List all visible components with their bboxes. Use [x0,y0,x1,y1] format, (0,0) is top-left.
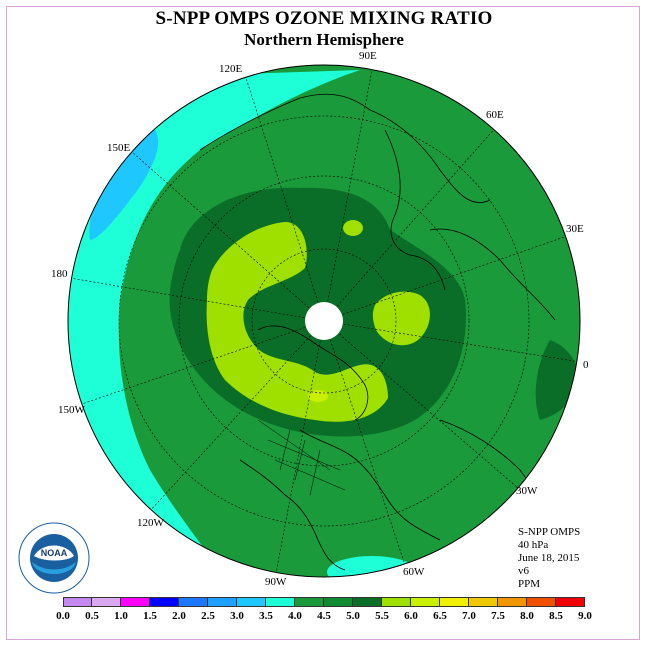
color-bar-swatch [440,597,469,607]
graticule [69,69,580,574]
ozone-5-5.5-patch-east [372,291,430,346]
color-bar-swatch [353,597,382,607]
lon-label-120e: 120E [219,63,243,75]
color-bar-label: 8.0 [520,610,534,622]
color-bar-label: 4.0 [288,610,302,622]
color-bar-swatch [92,597,121,607]
color-bar-label: 2.5 [201,610,215,622]
color-bar-swatch [150,597,179,607]
lon-label-60e: 60E [486,109,504,121]
color-bar-label: 0.0 [56,610,70,622]
color-bar-label: 9.0 [578,610,592,622]
color-bar-swatch [121,597,150,607]
color-bar-label: 3.0 [230,610,244,622]
state-boundaries [257,419,346,496]
color-bar-label: 6.5 [433,610,447,622]
noaa-logo-text: NOAA [41,548,68,558]
color-bar-label: 5.5 [375,610,389,622]
lon-label-150e: 150E [107,142,131,154]
lon-label-0: 0 [583,359,589,371]
ozone-5-5.5-arc [206,222,388,422]
color-bar-swatch [63,597,92,607]
color-bar-swatch [208,597,237,607]
color-bar-label: 1.5 [143,610,157,622]
color-bar-swatch [527,597,556,607]
color-bar-label: 6.0 [404,610,418,622]
color-bar-swatch [498,597,527,607]
map-boundary [67,64,581,578]
color-bar-swatch [411,597,440,607]
color-bar-label: 1.0 [114,610,128,622]
color-bar-swatch [266,597,295,607]
color-bar-label: 5.0 [346,610,360,622]
color-bar-label: 8.5 [549,610,563,622]
info-instrument: S-NPP OMPS [518,526,581,538]
info-level: 40 hPa [518,539,549,551]
color-bar-label: 7.0 [462,610,476,622]
lon-label-150w: 150W [58,404,85,416]
ozone-3.5-4-region [68,70,360,577]
ozone-3-3.5-region [89,129,159,240]
color-bar-label: 4.5 [317,610,331,622]
lon-label-30w: 30W [516,485,538,497]
color-bar-label: 0.5 [85,610,99,622]
lon-label-180: 180 [51,268,68,280]
color-bar-label: 2.0 [172,610,186,622]
lon-label-60w: 60W [403,566,425,578]
pole-no-data-disc [305,302,343,340]
figure-frame [6,6,640,640]
color-bar-swatch [237,597,266,607]
lon-label-90w: 90W [265,576,287,588]
chart-title: S-NPP OMPS OZONE MIXING RATIO [155,8,493,29]
lon-label-120w: 120W [137,517,164,529]
color-bar-swatch [556,597,585,607]
color-bar-label: 7.5 [491,610,505,622]
product-info: S-NPP OMPS 40 hPa June 18, 2015 v6 PPM [518,526,580,591]
chart-subtitle: Northern Hemisphere [244,30,404,49]
color-bar-swatch [469,597,498,607]
lon-label-30e: 30E [566,223,584,235]
color-bar-swatch [295,597,324,607]
color-bar-swatch [324,597,353,607]
info-units: PPM [518,578,541,590]
color-bar-swatch [382,597,411,607]
color-bar-labels: 0.0 0.5 1.0 1.5 2.0 2.5 3.0 3.5 4.0 4.5 5.0 5.5 6.0 6… [0,610,648,624]
info-date: June 18, 2015 [518,552,580,564]
info-version: v6 [518,565,529,577]
ozone-5-5.5-patch-north [343,220,363,236]
lon-label-90e: 90E [359,50,377,62]
color-bar [63,597,585,607]
noaa-logo: NOAA [18,522,90,594]
color-bar-label: 3.5 [259,610,273,622]
color-bar-swatch [179,597,208,607]
